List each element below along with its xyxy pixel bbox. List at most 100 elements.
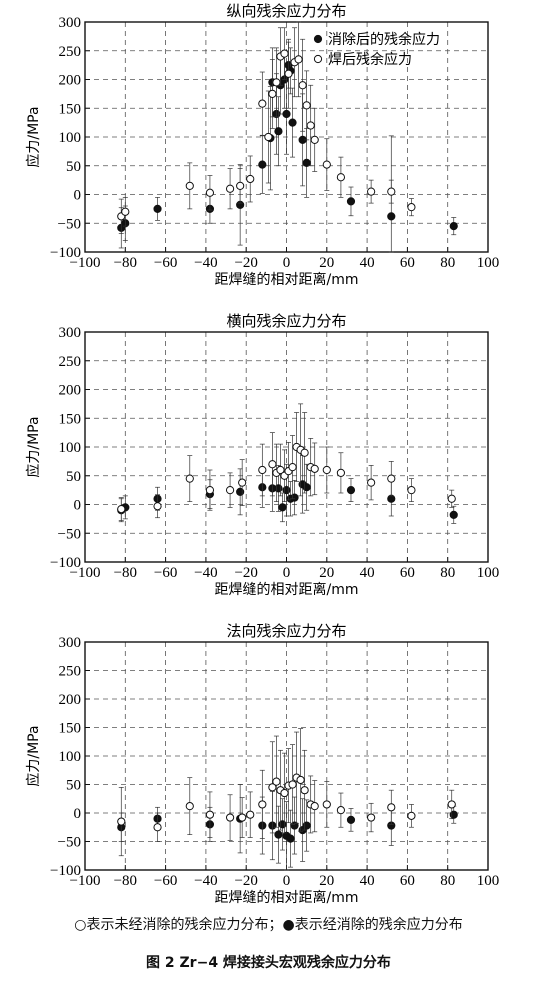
data-point-open: [205, 810, 215, 819]
x-tick-label: 20: [319, 565, 334, 581]
data-point-open: [117, 505, 126, 514]
x-tick-label: 100: [477, 873, 500, 889]
data-point-open: [310, 464, 319, 473]
y-tick-label: 0: [74, 498, 82, 514]
data-point-open: [246, 174, 255, 184]
data-point-open: [336, 468, 346, 477]
x-tick-label: −80: [114, 565, 137, 581]
data-point-filled: [449, 810, 458, 819]
x-tick-label: 0: [283, 873, 291, 889]
data-point-open: [205, 188, 215, 197]
data-point-open: [336, 806, 346, 815]
data-point-filled: [288, 118, 297, 127]
x-tick-label: −60: [154, 565, 177, 581]
data-point-open: [306, 121, 315, 130]
data-point-open: [280, 788, 289, 798]
y-tick-label: −50: [58, 526, 81, 542]
data-point-open: [298, 81, 307, 90]
y-tick-label: −100: [50, 555, 81, 571]
data-point-open: [300, 448, 309, 457]
data-point-open: [310, 135, 319, 144]
y-tick-label: −50: [58, 216, 81, 232]
data-point-open: [121, 207, 130, 216]
data-point-open: [310, 802, 319, 811]
data-point-filled: [274, 127, 283, 136]
legend-entry: 焊后残余应力: [328, 51, 412, 68]
data-point-open: [185, 474, 194, 483]
y-tick-label: 200: [59, 383, 82, 399]
data-point-open: [264, 132, 273, 142]
x-tick-label: −20: [234, 873, 257, 889]
chart-title: 法向残余应力分布: [226, 622, 346, 640]
y-tick-label: 150: [59, 411, 82, 427]
data-point-open: [300, 786, 309, 795]
data-point-filled: [236, 487, 245, 496]
x-axis-label: 距焊缝的相对距离/mm: [215, 271, 359, 288]
data-point-filled: [282, 486, 291, 495]
data-point-open: [387, 474, 396, 483]
data-point-filled: [274, 484, 283, 493]
x-tick-label: −20: [234, 565, 257, 581]
y-tick-label: −100: [50, 863, 81, 879]
x-tick-label: −100: [70, 565, 101, 581]
data-point-filled: [290, 493, 299, 502]
y-tick-label: 300: [59, 15, 82, 31]
x-tick-label: 40: [360, 873, 375, 889]
data-point-open: [284, 69, 293, 78]
chart-panel-2: −100 −80 −60 −40 −20 0 20 40 60 80 100 −100 −50 0 50 10…: [25, 312, 499, 598]
chart-panel-1: −100 −80 −60 −40 −20 0 20 40 60 80 100 −100 −50 0 50 10…: [25, 2, 499, 288]
data-point-filled: [282, 109, 291, 119]
y-tick-label: 100: [59, 440, 82, 456]
y-tick-label: 50: [66, 469, 81, 485]
data-point-open: [407, 811, 416, 820]
x-tick-label: 60: [400, 255, 415, 271]
x-tick-label: 80: [440, 255, 455, 271]
y-tick-label: −50: [58, 835, 81, 851]
y-tick-label: 0: [74, 188, 82, 204]
data-point-filled: [153, 204, 162, 213]
data-point-open: [367, 478, 376, 487]
x-tick-label: 0: [283, 565, 291, 581]
data-point-filled: [278, 503, 287, 512]
y-tick-label: 100: [59, 749, 82, 765]
data-point-open: [238, 813, 247, 822]
y-axis-label: 应力/MPa: [25, 416, 42, 477]
data-point-open: [336, 173, 346, 182]
data-point-open: [322, 465, 331, 475]
x-tick-label: −40: [194, 255, 217, 271]
data-point-filled: [258, 160, 267, 169]
data-point-open: [387, 187, 396, 196]
data-point-open: [268, 89, 277, 98]
y-tick-label: 50: [66, 159, 81, 175]
data-point-open: [276, 465, 285, 475]
x-tick-label: 0: [283, 255, 291, 271]
data-point-open: [288, 463, 297, 472]
legend-marker: [313, 54, 323, 64]
data-point-open: [280, 49, 289, 58]
legend-note: ○表示未经消除的残余应力分布；●表示经消除的残余应力分布: [74, 917, 463, 933]
data-point-open: [447, 494, 456, 503]
x-tick-label: −60: [154, 873, 177, 889]
x-tick-label: 40: [360, 565, 375, 581]
x-tick-label: 80: [440, 873, 455, 889]
x-tick-label: −100: [70, 255, 101, 271]
y-tick-label: 300: [59, 325, 82, 341]
data-point-open: [387, 803, 396, 812]
data-point-open: [294, 55, 303, 64]
data-point-open: [302, 101, 311, 110]
x-tick-label: −60: [154, 255, 177, 271]
data-point-open: [185, 181, 194, 190]
data-point-filled: [449, 222, 458, 231]
data-point-filled: [346, 815, 356, 824]
data-point-open: [236, 181, 245, 190]
data-point-open: [322, 160, 331, 169]
data-point-open: [185, 802, 194, 811]
data-point-open: [296, 775, 305, 785]
y-tick-label: 200: [59, 73, 82, 89]
y-tick-label: −100: [50, 245, 81, 261]
y-tick-label: 150: [59, 721, 82, 737]
data-point-filled: [274, 830, 283, 839]
data-point-open: [407, 203, 416, 212]
data-point-open: [258, 800, 267, 809]
